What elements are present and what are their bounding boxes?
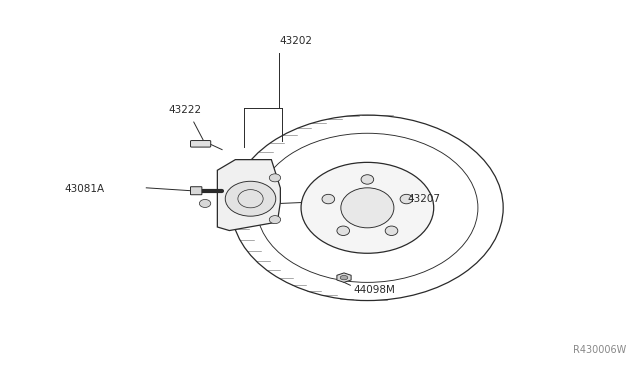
Ellipse shape [269,216,281,224]
FancyBboxPatch shape [191,187,202,195]
Ellipse shape [269,174,281,182]
Polygon shape [218,160,280,231]
Ellipse shape [301,162,434,253]
Text: R430006W: R430006W [573,345,627,355]
Ellipse shape [400,194,413,204]
Text: 43207: 43207 [407,194,440,204]
Text: 43202: 43202 [279,36,312,46]
Ellipse shape [385,226,398,235]
Ellipse shape [340,275,348,280]
Ellipse shape [341,188,394,228]
Text: 44098M: 44098M [353,285,396,295]
Text: 43222: 43222 [168,105,202,115]
Text: 43081A: 43081A [64,183,104,193]
Ellipse shape [200,199,211,208]
Ellipse shape [361,175,374,184]
Polygon shape [337,273,351,282]
FancyBboxPatch shape [191,141,211,147]
Ellipse shape [225,181,276,216]
Ellipse shape [337,226,349,235]
Ellipse shape [322,194,335,204]
